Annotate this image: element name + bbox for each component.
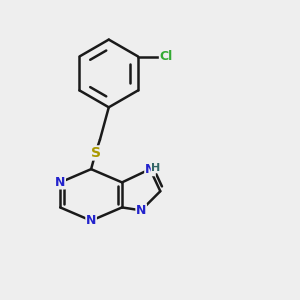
Text: N: N <box>136 204 146 217</box>
Text: N: N <box>55 176 65 189</box>
Text: Cl: Cl <box>159 50 173 63</box>
Text: S: S <box>91 146 100 160</box>
Text: N: N <box>86 214 96 227</box>
Text: H: H <box>151 163 160 173</box>
Text: N: N <box>145 163 155 176</box>
